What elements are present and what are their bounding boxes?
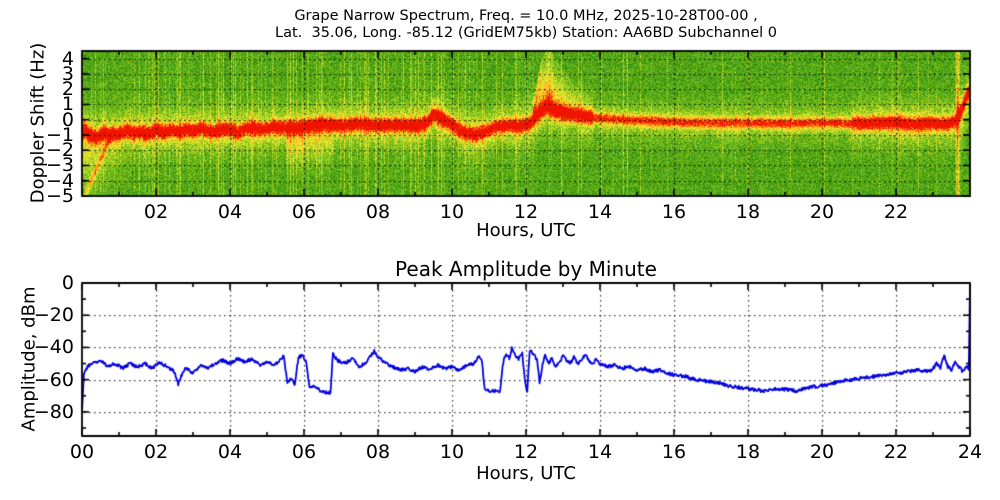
bottom-y-tick-label: −40	[33, 336, 74, 359]
bottom-x-tick-label: 18	[735, 441, 761, 463]
bottom-x-tick-label: 24	[957, 441, 983, 463]
bottom-y-tick-label: 0	[61, 272, 74, 294]
top-x-tick-label: 08	[365, 201, 391, 223]
top-y-tick-label: −1	[45, 123, 74, 146]
bottom-y-tick-label: −60	[33, 368, 74, 391]
top-y-tick-label: 3	[61, 62, 74, 85]
top-y-tick-label: 0	[61, 108, 74, 131]
bottom-y-tick-label: −20	[33, 304, 74, 327]
top-xaxis-label: Hours, UTC	[476, 220, 576, 241]
top-x-tick-label: 06	[291, 201, 317, 223]
top-title-line2: Lat. 35.06, Long. -85.12 (GridEM75kb) St…	[275, 25, 777, 41]
top-y-tick-label: −4	[45, 169, 74, 192]
top-y-tick-label: −2	[45, 139, 74, 162]
bottom-x-tick-label: 06	[291, 441, 317, 463]
top-y-tick-label: 4	[61, 47, 74, 70]
bottom-x-tick-label: 00	[69, 441, 95, 463]
top-y-tick-label: 1	[61, 93, 74, 116]
bottom-x-tick-label: 10	[439, 441, 465, 463]
bottom-x-tick-label: 14	[587, 441, 613, 463]
top-y-tick-label: 2	[61, 78, 74, 101]
bottom-x-tick-label: 04	[217, 441, 243, 463]
top-x-tick-label: 02	[143, 201, 169, 223]
bottom-x-tick-label: 12	[513, 441, 539, 463]
top-x-tick-label: 14	[587, 201, 613, 223]
top-x-tick-label: 10	[439, 201, 465, 223]
top-x-tick-label: 16	[661, 201, 687, 223]
bottom-x-tick-label: 16	[661, 441, 687, 463]
bottom-x-tick-label: 22	[883, 441, 909, 463]
bottom-y-tick-label: −80	[33, 400, 74, 423]
top-x-tick-label: 20	[809, 201, 835, 223]
top-x-tick-label: 12	[513, 201, 539, 223]
top-x-tick-label: 18	[735, 201, 761, 223]
bottom-x-tick-label: 20	[809, 441, 835, 463]
bottom-xaxis-label: Hours, UTC	[476, 463, 576, 484]
top-y-tick-label: −5	[45, 185, 74, 207]
bottom-x-tick-label: 08	[365, 441, 391, 463]
bottom-title: Peak Amplitude by Minute	[395, 257, 657, 281]
top-title-line1: Grape Narrow Spectrum, Freq. = 10.0 MHz,…	[294, 8, 758, 24]
bottom-x-tick-label: 02	[143, 441, 169, 463]
top-x-tick-label: 22	[883, 201, 909, 223]
top-y-tick-label: −3	[45, 154, 74, 177]
top-x-tick-label: 04	[217, 201, 243, 223]
